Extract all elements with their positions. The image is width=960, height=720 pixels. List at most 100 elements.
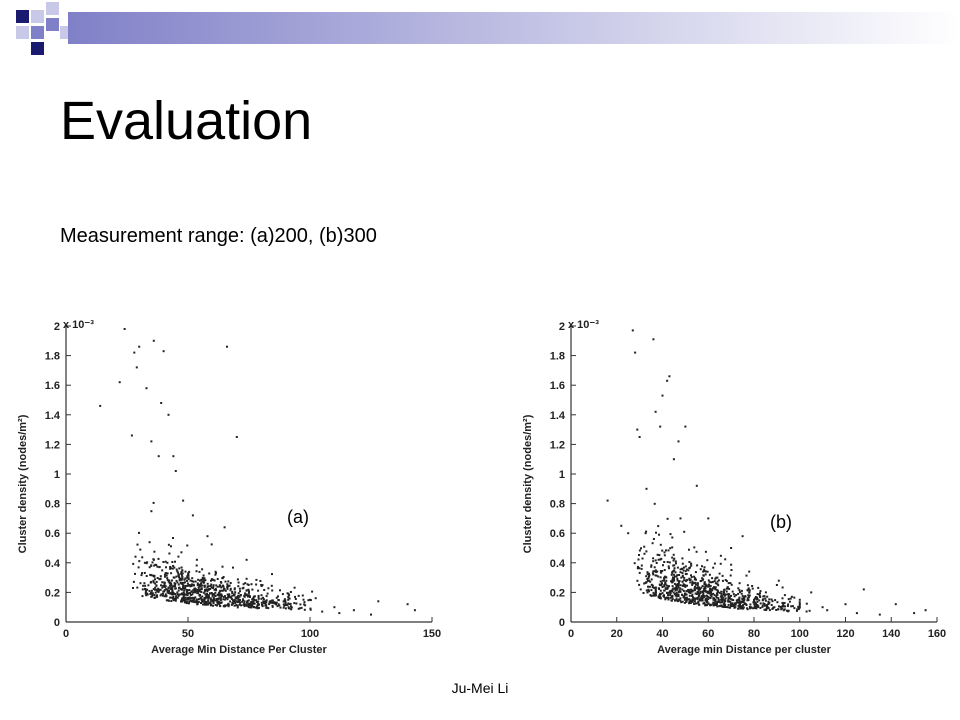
data-point	[157, 590, 160, 593]
data-point	[708, 573, 711, 576]
data-point	[668, 585, 670, 588]
data-point	[725, 590, 728, 593]
data-point	[294, 595, 296, 598]
data-point	[679, 517, 682, 520]
data-point	[671, 598, 674, 601]
data-point	[724, 579, 727, 581]
data-point	[227, 605, 230, 608]
data-point	[338, 612, 341, 615]
data-point	[153, 597, 156, 599]
data-point	[230, 598, 233, 600]
data-point	[701, 591, 704, 594]
data-point	[654, 591, 657, 594]
data-point	[707, 596, 710, 598]
data-point	[209, 598, 212, 601]
data-point	[130, 434, 133, 437]
data-point	[237, 592, 240, 595]
data-point	[696, 596, 699, 599]
data-point	[143, 582, 146, 585]
data-point	[262, 596, 264, 599]
data-point	[757, 586, 760, 589]
panel-label-a: (a)	[287, 507, 309, 527]
data-point	[187, 572, 190, 575]
data-point	[197, 583, 200, 586]
data-point	[230, 603, 233, 606]
data-point	[710, 593, 713, 596]
data-point	[377, 600, 380, 603]
data-point	[192, 580, 195, 583]
data-point	[681, 567, 684, 570]
data-point	[781, 605, 784, 608]
data-point	[413, 609, 416, 612]
data-point	[164, 573, 166, 576]
data-point	[677, 586, 680, 589]
data-point	[205, 588, 208, 591]
data-point	[254, 606, 257, 609]
data-point	[692, 596, 694, 599]
data-point	[219, 593, 222, 596]
x-tick-label: 40	[656, 628, 668, 640]
slide-decoration	[16, 2, 960, 55]
data-point	[707, 585, 710, 588]
data-point	[763, 608, 766, 611]
data-point	[222, 598, 225, 601]
data-point	[780, 606, 783, 609]
data-point	[696, 584, 699, 587]
data-point	[240, 604, 243, 607]
data-point	[167, 599, 170, 602]
data-point	[748, 594, 751, 597]
data-point	[683, 566, 685, 569]
data-point	[735, 594, 738, 597]
x-axis-label: Average min Distance per cluster	[657, 644, 832, 656]
data-point	[743, 598, 746, 601]
data-point	[210, 583, 213, 586]
data-point	[178, 567, 181, 570]
data-point	[745, 574, 748, 577]
data-point	[659, 592, 661, 595]
data-point	[681, 593, 684, 596]
data-point	[722, 598, 725, 601]
data-point	[191, 593, 194, 596]
data-point	[212, 584, 215, 587]
data-point	[651, 572, 654, 575]
data-point	[698, 603, 700, 606]
data-point	[738, 599, 741, 602]
data-point	[691, 594, 693, 597]
data-point	[637, 565, 639, 568]
data-point	[162, 584, 165, 587]
data-point	[753, 603, 756, 606]
data-point	[236, 578, 239, 581]
data-point	[200, 584, 202, 587]
data-point	[271, 573, 273, 576]
data-point	[668, 561, 671, 564]
data-point	[705, 600, 708, 603]
data-point	[172, 599, 175, 602]
y-tick-label: 0.6	[45, 528, 60, 540]
data-point	[689, 602, 692, 604]
data-point	[191, 514, 194, 517]
data-point	[657, 525, 660, 528]
data-point	[694, 583, 697, 586]
data-point	[274, 601, 277, 604]
data-point	[682, 583, 685, 586]
data-point	[693, 575, 696, 578]
data-point	[214, 595, 217, 597]
data-point	[275, 596, 278, 599]
data-point	[776, 601, 779, 604]
data-point	[741, 594, 744, 597]
data-point	[677, 582, 680, 585]
data-point	[192, 591, 195, 594]
y-tick-label: 0	[54, 617, 60, 629]
data-point	[147, 584, 150, 587]
decor-square-periwinkle-1	[31, 26, 44, 39]
data-point	[676, 593, 679, 596]
data-point	[176, 596, 179, 599]
data-point	[684, 570, 687, 573]
data-point	[171, 591, 174, 594]
data-point	[703, 581, 706, 584]
data-point	[738, 589, 741, 592]
data-point	[737, 592, 740, 595]
data-point	[669, 592, 672, 595]
data-point	[714, 603, 717, 606]
data-point	[739, 601, 742, 604]
